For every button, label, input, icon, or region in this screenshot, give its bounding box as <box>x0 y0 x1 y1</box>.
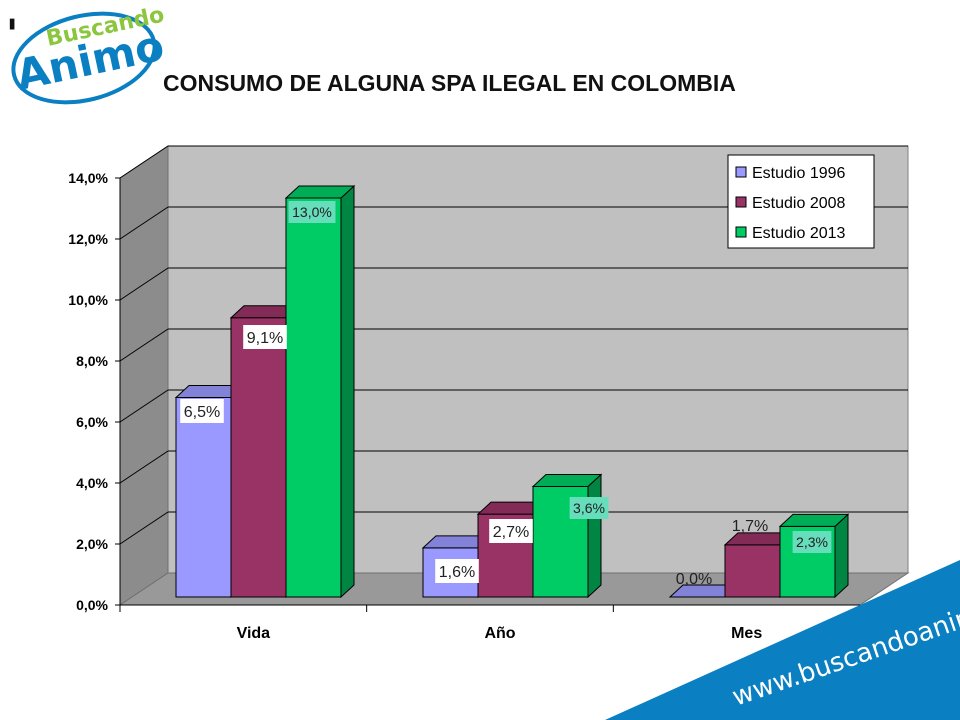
chart-side-wall <box>119 145 169 606</box>
data-label: 9,1% <box>247 330 283 347</box>
data-label-bg <box>489 519 533 543</box>
data-label: 3,6% <box>573 500 605 516</box>
bar-side <box>340 184 355 599</box>
bar-top <box>778 513 850 527</box>
x-tick-label: Mes <box>731 625 762 642</box>
bar-top <box>531 474 603 488</box>
gridline-side <box>119 389 169 423</box>
chart-title: CONSUMO DE ALGUNA SPA ILEGAL EN COLOMBIA <box>163 70 736 96</box>
gridline-side <box>119 267 169 301</box>
legend-swatch <box>735 196 747 208</box>
y-tick-label: 2,0% <box>76 536 108 552</box>
buscando-animo-logo: ' Buscando Animo <box>6 2 168 105</box>
bar-front <box>724 544 781 598</box>
gridline-side <box>119 511 169 545</box>
bar-estudio-2013-1 <box>531 473 603 599</box>
legend-swatch <box>735 166 747 178</box>
y-tick-label: 10,0% <box>68 292 108 308</box>
data-label: 1,7% <box>732 518 768 535</box>
data-label: 6,5% <box>184 404 220 421</box>
data-label: 2,7% <box>493 524 529 541</box>
y-tick-label: 4,0% <box>76 475 108 491</box>
data-label: 2,3% <box>796 534 828 550</box>
data-label-bg <box>243 325 287 349</box>
data-label-bg <box>180 399 224 423</box>
bar-front <box>285 197 342 598</box>
data-label: 0,0% <box>676 571 712 588</box>
legend-swatch <box>735 226 747 238</box>
bar-estudio-2013-2 <box>778 513 850 599</box>
bar-side <box>834 513 849 599</box>
x-tick-label: Vida <box>237 625 271 642</box>
bar-estudio-2013-0 <box>284 184 356 599</box>
legend-label: Estudio 2008 <box>752 195 846 212</box>
gridline-side <box>119 328 169 362</box>
data-label-bg <box>569 497 609 519</box>
bar-front <box>230 317 287 598</box>
bar-top <box>284 185 356 199</box>
y-tick-label: 6,0% <box>76 414 108 430</box>
data-label-bg <box>288 201 336 223</box>
y-tick-label: 8,0% <box>76 353 108 369</box>
data-label: 1,6% <box>439 564 475 581</box>
gridline-side <box>119 206 169 240</box>
data-label-bg <box>435 559 479 583</box>
gridline-side <box>119 145 169 179</box>
data-label-bg <box>792 531 832 553</box>
gridline-side <box>119 450 169 484</box>
bar-side <box>587 473 602 599</box>
y-tick-label: 12,0% <box>68 231 108 247</box>
x-tick-label: Año <box>484 625 515 642</box>
bar-front <box>175 397 232 598</box>
y-tick-label: 14,0% <box>68 170 108 186</box>
y-tick-label: 0,0% <box>76 597 108 613</box>
legend-label: Estudio 1996 <box>752 165 846 182</box>
legend <box>727 154 875 249</box>
logo-mark: ' <box>6 12 18 58</box>
data-label: 13,0% <box>292 204 332 220</box>
legend-label: Estudio 2013 <box>752 225 846 242</box>
